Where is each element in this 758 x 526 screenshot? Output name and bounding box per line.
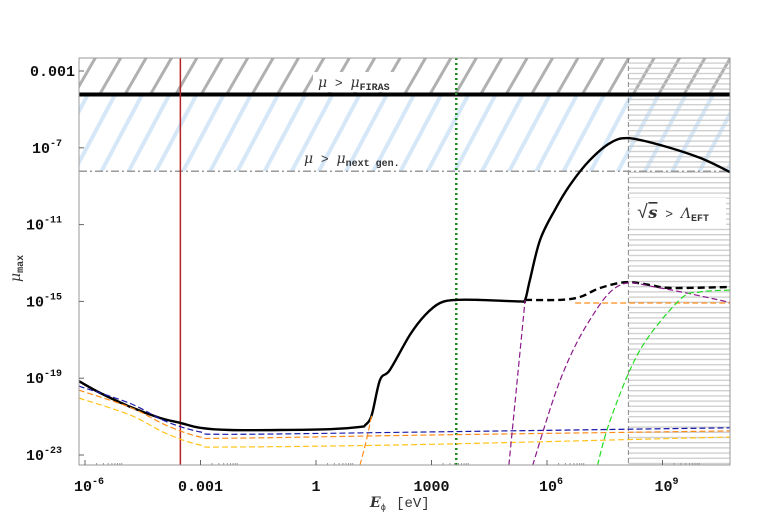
firas-label: μ > μFIRAS xyxy=(318,75,390,94)
eft-label-bg xyxy=(630,198,726,226)
series-line-4 xyxy=(79,397,730,448)
y-tick-label-0: 0.001 xyxy=(30,64,75,81)
next-gen-region xyxy=(79,94,730,172)
series-line-3 xyxy=(79,389,730,440)
x-tick-label-3: 1000 xyxy=(413,479,449,496)
x-axis-label: Eϕ [eV] xyxy=(369,495,430,513)
x-tick-label-1: 0.001 xyxy=(178,479,223,496)
series-line-0 xyxy=(79,136,730,432)
series-line-5 xyxy=(359,414,373,465)
series-line-7 xyxy=(508,299,526,465)
series-line-2 xyxy=(79,385,730,435)
x-tick-label-4: 106 xyxy=(539,477,563,496)
series-line-1 xyxy=(525,280,730,302)
y-tick-label-5: 10-23 xyxy=(26,446,62,465)
firas-label-bg xyxy=(313,72,399,92)
y-tick-label-2: 10-11 xyxy=(26,216,62,235)
y-tick-label-3: 10-15 xyxy=(26,292,62,311)
x-tick-label-5: 109 xyxy=(654,477,678,496)
series-line-9 xyxy=(596,289,730,465)
y-axis-label: μmax xyxy=(8,255,27,282)
eft-region xyxy=(628,58,730,465)
x-tick-label-0: 10-6 xyxy=(74,477,104,496)
y-tick-label-1: 10-7 xyxy=(32,139,62,158)
next-gen-label: μ > μnext gen. xyxy=(304,151,400,170)
x-tick-label-2: 1 xyxy=(311,479,320,496)
plot-frame xyxy=(78,57,731,466)
eft-label: √s > ΛEFT xyxy=(637,202,709,225)
series-line-8 xyxy=(532,282,730,465)
y-tick-label-4: 10-19 xyxy=(26,369,62,388)
firas-excluded-region xyxy=(79,58,730,95)
plot-area xyxy=(79,58,730,465)
